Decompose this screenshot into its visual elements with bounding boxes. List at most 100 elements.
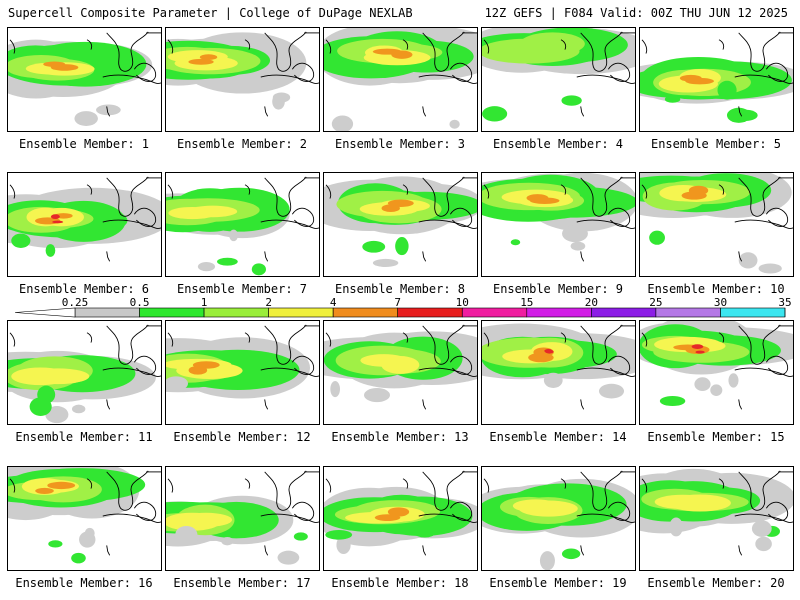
colorbar-legend: 0.25 0.5 1 2 4 7 10 15 20 25 30 35 [0,296,800,320]
ensemble-member-label: Ensemble Member: 10 [647,282,785,296]
coastline-outline [244,332,251,343]
coastline-outline [106,324,149,365]
coastline-outline [325,184,332,199]
coastline-outline [765,62,789,82]
title-right: 12Z GEFS | F084 Valid: 00Z THU JUN 12 20… [484,6,788,20]
scp-contour-fill [482,106,508,122]
colorbar-tick-label: 0.25 [61,296,89,309]
coastline-outline [325,39,332,54]
colorbar-lower-end [14,307,76,318]
scp-contour-fill [414,528,435,538]
coastline-outline [9,39,16,54]
scp-contour-fill [331,115,354,131]
scp-contour-fill [669,517,683,537]
coastline-outline [641,478,648,493]
scp-contour-fill [561,95,582,106]
scp-contour-fill [74,111,98,126]
scp-contour-fill [71,552,86,564]
coastline-outline [9,184,16,199]
coastline-outline [576,219,635,229]
ensemble-member-label: Ensemble Member: 7 [176,282,308,296]
scp-contour-fill [325,529,353,540]
scp-contour-fill [691,344,704,349]
coastline-outline [86,332,93,343]
coastline-outline [738,176,781,217]
scp-field-map [640,321,793,410]
coastline-outline [418,367,477,377]
coastline-outline [422,470,465,511]
colorbar-segment [139,307,205,318]
scp-field-map [482,323,635,410]
ensemble-map-panel [323,466,478,571]
colorbar-tick-label: 7 [394,296,402,309]
scp-contour-fill [330,381,340,398]
colorbar-tick-label: 10 [455,296,469,309]
coastline-outline [718,478,725,489]
colorbar-tick-label: 2 [265,296,272,309]
scp-contour-fill [166,376,189,391]
scp-field-map [482,28,635,122]
ensemble-member-label: Ensemble Member: 17 [173,576,311,590]
scp-contour-fill [381,356,420,374]
ensemble-map-panel [165,172,320,277]
scp-contour-fill [755,536,772,552]
coastline-outline [641,184,648,199]
coastline-outline [106,399,111,410]
scp-contour-fill [362,240,386,253]
coastline-outline [291,501,315,521]
colorbar-segment [461,307,528,318]
ensemble-member-label: Ensemble Member: 4 [492,137,624,151]
scp-contour-fill [175,525,198,544]
scp-field-map [166,176,319,276]
scp-contour-fill [545,349,554,354]
coastline-outline [607,355,631,375]
ensemble-member-label: Ensemble Member: 19 [489,576,627,590]
scp-contour-fill [199,54,218,60]
scp-contour-fill [180,512,233,527]
ensemble-map-panel [481,320,636,425]
scp-contour-fill [659,396,686,407]
coastline-outline [264,324,307,365]
coastline-outline [718,39,725,50]
coastline-outline [607,207,631,227]
coastline-outline [738,545,743,556]
coastline-outline [402,184,409,195]
coastline-outline [580,545,585,556]
ensemble-member-label: Ensemble Member: 1 [18,137,150,151]
coastline-outline [483,478,490,493]
ensemble-member-label: Ensemble Member: 2 [176,137,308,151]
scp-contour-fill [372,258,399,267]
coastline-outline [86,478,93,489]
colorbar-segment [720,307,786,318]
coastline-outline [264,399,269,410]
scp-contour-fill [45,406,69,424]
coastline-outline [580,470,623,511]
scp-field-map [166,31,319,117]
scp-field-map [482,470,635,570]
scp-contour-fill [188,205,238,218]
ensemble-member-label: Ensemble Member: 14 [489,430,627,444]
coastline-outline [106,31,149,72]
coastline-outline [102,219,161,229]
scp-contour-fill [336,535,351,555]
ensemble-member-label: Ensemble Member: 5 [650,137,782,151]
scp-contour-fill [529,197,560,204]
scp-contour-fill [45,244,56,257]
ensemble-map-panel [639,27,794,132]
coastline-outline [102,74,161,84]
ensemble-member-label: Ensemble Member: 13 [331,430,469,444]
coastline-outline [106,251,111,262]
coastline-outline [167,184,174,199]
scp-contour-fill [272,92,291,103]
scp-contour-fill [649,230,665,245]
coastline-outline [106,176,149,217]
scp-field-map [8,467,161,564]
coastline-outline [244,39,251,50]
colorbar-tick-label: 4 [329,296,337,309]
coastline-outline [734,513,793,523]
colorbar-tick-label: 35 [778,296,792,309]
scp-contour-fill [695,350,705,354]
scp-contour-fill [738,252,758,269]
scp-contour-fill [728,373,739,388]
scp-contour-fill [277,550,300,565]
